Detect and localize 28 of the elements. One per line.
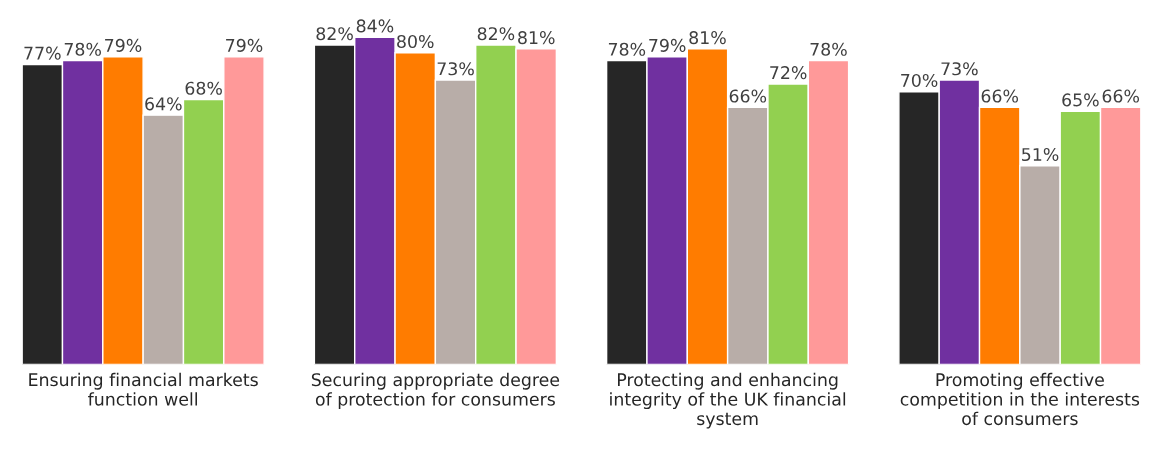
data-label: 66% <box>981 89 1019 103</box>
data-label: 78% <box>608 42 646 56</box>
data-label: 68% <box>185 81 222 95</box>
data-label: 77% <box>24 46 61 60</box>
data-label: 81% <box>689 31 726 45</box>
data-label: 65% <box>1062 93 1099 107</box>
data-label: 66% <box>729 89 767 103</box>
data-label: 73% <box>437 62 474 76</box>
data-label: 80% <box>397 34 434 49</box>
x-tick-label: Promoting effective competition in the interests of consumers <box>900 372 1140 426</box>
data-label: 51% <box>1022 147 1059 162</box>
data-label: 84% <box>356 19 394 33</box>
data-label: 82% <box>477 27 515 41</box>
data-label: 70% <box>901 73 938 88</box>
data-label: 64% <box>145 97 182 111</box>
x-tick-label: Securing appropriate degree of protection for consumers <box>311 372 560 410</box>
data-label: 73% <box>941 62 978 76</box>
data-label: 78% <box>64 42 101 56</box>
data-label: 78% <box>810 42 847 56</box>
data-label: 82% <box>316 27 353 41</box>
x-tick-label: Ensuring financial markets function well <box>29 372 258 406</box>
data-label: 79% <box>105 38 142 52</box>
data-label: 66% <box>1102 89 1140 103</box>
data-label: 81% <box>518 31 555 45</box>
data-label: 72% <box>770 66 807 80</box>
x-tick-label: Protecting and enhancing integrity of the UK financial system <box>610 372 846 429</box>
data-label: 79% <box>226 38 263 52</box>
data-label: 79% <box>649 38 686 52</box>
